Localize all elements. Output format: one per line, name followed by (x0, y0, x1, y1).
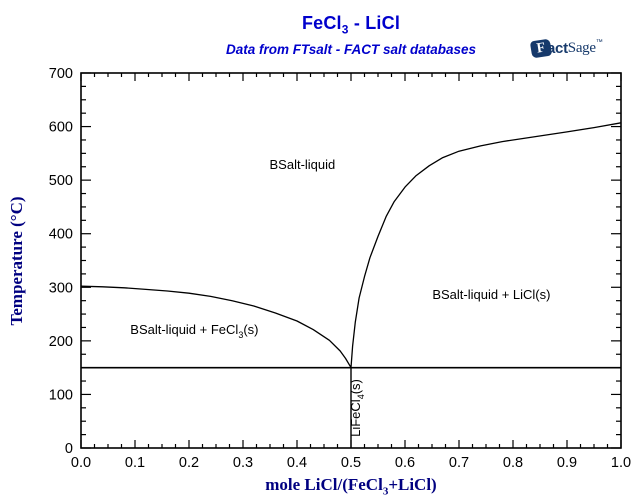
x-tick-label: 0.6 (395, 455, 415, 471)
x-tick-label: 0.2 (179, 455, 199, 471)
y-tick-label: 200 (49, 334, 73, 350)
region-label-bsalt-liquid: BSalt-liquid (270, 157, 336, 175)
chart-title-subscript: 3 (341, 22, 349, 37)
chart-title-suffix: - LiCl (348, 13, 401, 33)
liquidus-curve-left (80, 285, 352, 368)
x-axis-title: mole LiCl/(FeCl3+LiCl) (81, 475, 621, 497)
x-tick-label: 0.3 (233, 455, 253, 471)
region-label-subscript: 3 (238, 330, 244, 340)
x-tick-label: 0.0 (71, 455, 91, 471)
y-axis-title: Temperature (°C) (7, 196, 26, 326)
y-tick-label: 500 (49, 173, 73, 189)
region-label-text: LiFeCl (348, 399, 364, 437)
trademark-symbol: ™ (595, 38, 603, 46)
chart-title-text: FeCl (301, 13, 342, 33)
region-label-subscript: 4 (356, 394, 367, 400)
x-tick-label: 0.5 (341, 455, 361, 471)
factsage-logo-act: act (547, 39, 568, 57)
y-tick-label: 300 (49, 280, 73, 296)
region-label-lifecl4s: LiFeCl4(s) (349, 379, 367, 437)
region-label-suffix: (s) (348, 378, 364, 395)
region-label-suffix: (s) (243, 322, 259, 338)
y-tick-label: 0 (65, 441, 73, 457)
factsage-logo-sage: Sage (567, 39, 596, 56)
x-tick-label: 0.7 (449, 455, 469, 471)
region-label-text: BSalt-liquid (269, 156, 336, 172)
x-tick-label: 0.8 (503, 455, 523, 471)
chart-title: FeCl3 - LiCl (81, 13, 621, 37)
y-tick-label: 100 (49, 387, 73, 403)
x-tick-label: 1.0 (611, 455, 631, 471)
x-axis-title-text: mole LiCl/(FeCl (265, 475, 383, 494)
y-tick-label: 600 (49, 120, 73, 136)
y-tick-label: 400 (49, 227, 73, 243)
region-label-text: BSalt-liquid + FeCl (130, 322, 239, 338)
x-tick-label: 0.1 (125, 455, 145, 471)
region-label-bsalt-liquid-licls: BSalt-liquid + LiCl(s) (432, 287, 550, 305)
y-tick-label: 700 (49, 66, 73, 82)
x-tick-label: 0.9 (557, 455, 577, 471)
region-label-text: BSalt-liquid + LiCl(s) (432, 287, 551, 303)
liquidus-curve-right (350, 122, 622, 368)
chart-subtitle: Data from FTsalt - FACT salt databases (225, 42, 477, 57)
x-axis-title-subscript: 3 (382, 485, 389, 498)
x-axis-title-suffix: +LiCl) (388, 475, 437, 494)
x-tick-label: 0.4 (287, 455, 307, 471)
region-label-bsalt-liquid-fecl3s: BSalt-liquid + FeCl3(s) (130, 322, 258, 340)
